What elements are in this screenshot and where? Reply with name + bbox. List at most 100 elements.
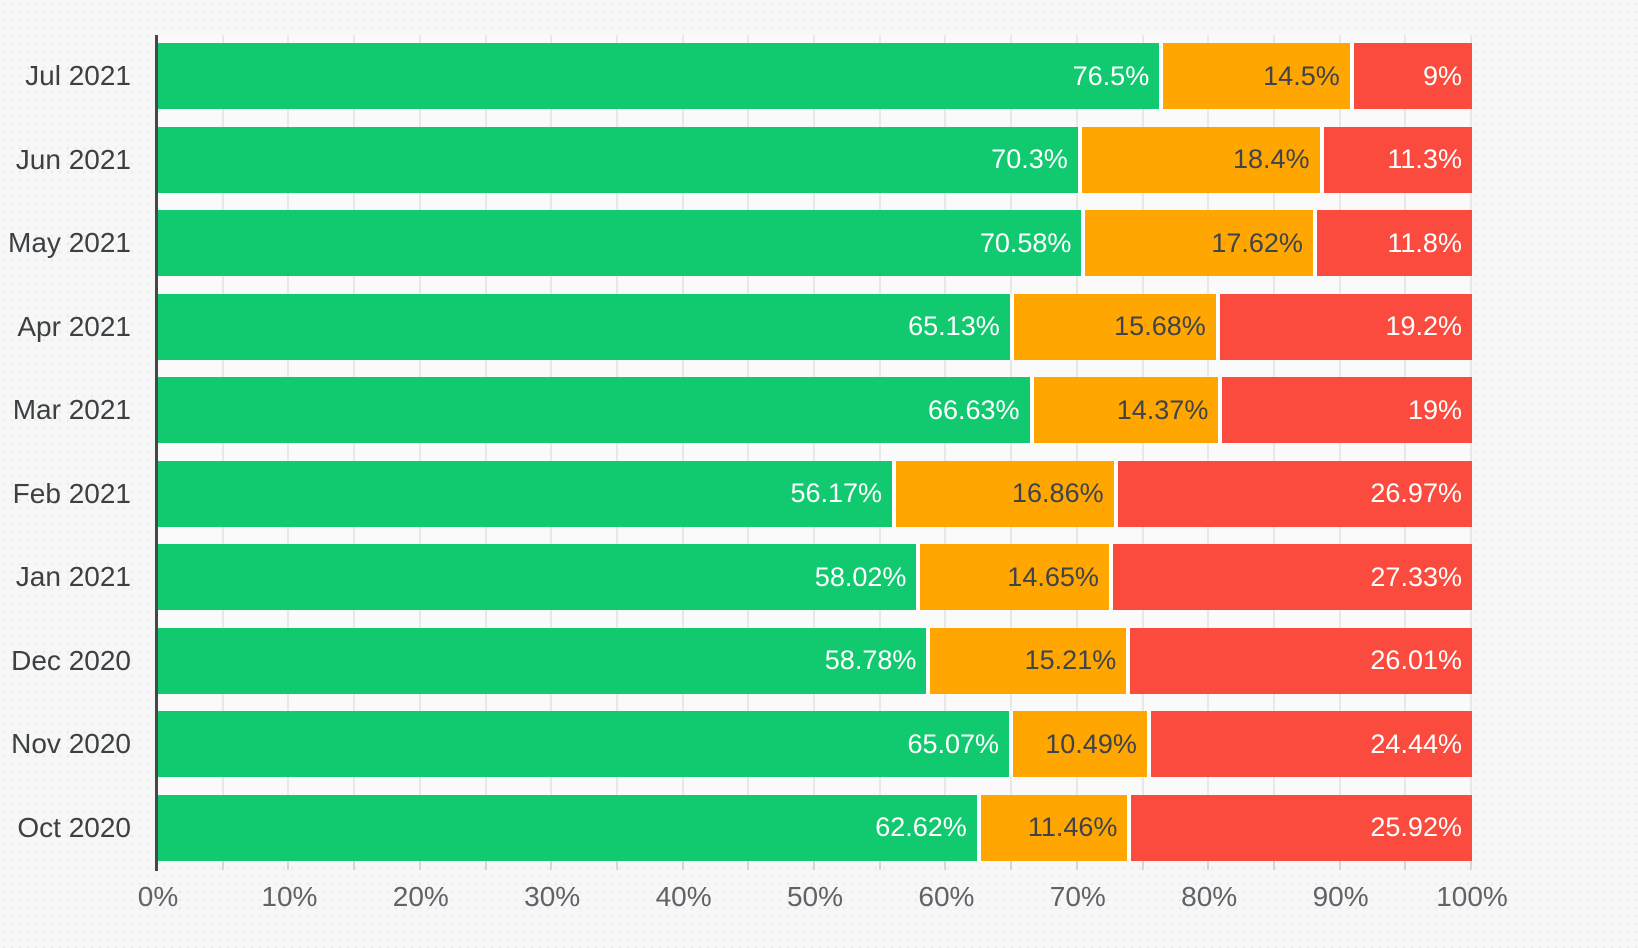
y-axis-label: Mar 2021 — [12, 394, 131, 426]
bar-segment-red[interactable]: 24.44% — [1150, 711, 1472, 778]
bar-segment-label: 11.8% — [1387, 227, 1462, 258]
bar-segment-red[interactable]: 11.8% — [1316, 210, 1472, 277]
bar-segment-green[interactable]: 58.02% — [158, 544, 921, 611]
gridline — [353, 35, 356, 861]
bar-segment-red[interactable]: 9% — [1353, 43, 1472, 109]
bar-segment-red[interactable]: 27.33% — [1112, 544, 1472, 611]
bar-segment-green[interactable]: 70.3% — [158, 126, 1082, 193]
bar-segment-green[interactable]: 76.5% — [158, 43, 1164, 109]
bar-segment-label: 58.78% — [824, 645, 917, 676]
y-axis-label: Feb 2021 — [12, 477, 131, 509]
axis-tick — [353, 861, 356, 870]
gridline — [747, 35, 750, 861]
axis-tick — [221, 861, 224, 870]
bar-segment-red[interactable]: 19.2% — [1219, 293, 1472, 360]
gridline — [878, 35, 881, 861]
bar-segment-label: 14.65% — [1007, 561, 1099, 592]
bar-row: Jun 2021 70.3% 18.4% 11.3% — [0, 126, 1638, 193]
bar-segment-label: 27.33% — [1370, 561, 1462, 592]
axis-tick — [550, 861, 553, 870]
bar-row: Jan 2021 58.02% 14.65% 27.33% — [0, 544, 1638, 611]
axis-tick — [1470, 861, 1472, 870]
bar-segment-label: 25.92% — [1370, 812, 1462, 843]
bar-segment-label: 11.3% — [1387, 144, 1462, 175]
axis-tick — [1272, 861, 1275, 870]
bar-segment-label: 58.02% — [814, 561, 907, 592]
x-axis-label: 0% — [137, 881, 179, 912]
bar-segment-orange[interactable]: 16.86% — [896, 460, 1118, 527]
bar-segment-orange[interactable]: 11.46% — [980, 794, 1132, 861]
gridline — [484, 35, 487, 861]
bar-segment-label: 10.49% — [1045, 728, 1137, 759]
stacked-bar: 58.78% 15.21% 26.01% — [158, 627, 1472, 694]
bar-segment-orange[interactable]: 14.65% — [920, 544, 1113, 611]
bar-segment-label: 16.86% — [1012, 478, 1104, 509]
bar-row: Dec 2020 58.78% 15.21% 26.01% — [0, 627, 1638, 694]
bar-segment-label: 65.07% — [907, 728, 1000, 759]
gridline — [615, 35, 618, 861]
bar-segment-label: 62.62% — [875, 812, 967, 843]
x-axis-label: 100% — [1436, 881, 1508, 912]
bar-segment-green[interactable]: 65.07% — [158, 711, 1014, 778]
bar-row: Nov 2020 65.07% 10.49% 24.44% — [0, 711, 1638, 778]
bar-segment-label: 14.5% — [1263, 60, 1340, 91]
bar-segment-red[interactable]: 19% — [1222, 377, 1472, 444]
x-axis-label: 30% — [524, 881, 581, 912]
bar-row: Mar 2021 66.63% 14.37% 19% — [0, 377, 1638, 444]
stacked-bar: 62.62% 11.46% 25.92% — [158, 794, 1472, 861]
y-axis-label: Apr 2021 — [17, 310, 131, 342]
gridline — [221, 35, 224, 861]
stacked-bar: 70.3% 18.4% 11.3% — [158, 126, 1472, 193]
bar-segment-orange[interactable]: 17.62% — [1085, 210, 1317, 277]
bar-segment-green[interactable]: 65.13% — [158, 293, 1014, 360]
axis-tick — [1010, 861, 1013, 870]
gridline — [550, 35, 553, 861]
bar-segment-red[interactable]: 11.3% — [1323, 126, 1472, 193]
y-axis-line — [155, 35, 158, 871]
y-axis-label: Nov 2020 — [11, 728, 131, 760]
gridline — [1338, 35, 1341, 861]
gridline — [813, 35, 815, 861]
bar-segment-red[interactable]: 25.92% — [1131, 794, 1472, 861]
x-axis-label: 20% — [392, 881, 449, 912]
bar-segment-orange[interactable]: 14.5% — [1163, 43, 1354, 109]
bar-segment-green[interactable]: 62.62% — [158, 794, 981, 861]
bar-segment-red[interactable]: 26.01% — [1130, 627, 1472, 694]
y-axis-label: Jan 2021 — [15, 561, 131, 593]
bar-row: Oct 2020 62.62% 11.46% 25.92% — [0, 794, 1638, 861]
axis-tick — [484, 861, 487, 870]
bar-segment-orange[interactable]: 14.37% — [1033, 377, 1223, 444]
bar-segment-orange[interactable]: 18.4% — [1081, 126, 1324, 193]
bar-segment-label: 70.58% — [979, 227, 1072, 258]
bar-segment-green[interactable]: 70.58% — [158, 210, 1086, 277]
bar-segment-label: 15.21% — [1024, 645, 1117, 676]
gridline — [1075, 35, 1078, 861]
axis-tick — [418, 861, 421, 870]
gridline — [944, 35, 947, 861]
bar-segment-green[interactable]: 56.17% — [158, 460, 897, 527]
axis-tick — [1207, 861, 1210, 870]
bar-segment-orange[interactable]: 15.68% — [1013, 293, 1220, 360]
stacked-bar: 76.5% 14.5% 9% — [158, 43, 1472, 109]
stacked-bar: 56.17% 16.86% 26.97% — [158, 460, 1472, 527]
bar-segment-orange[interactable]: 15.21% — [930, 627, 1131, 694]
gridline — [1404, 35, 1407, 861]
gridline — [1470, 35, 1472, 861]
stacked-bar: 70.58% 17.62% 11.8% — [158, 210, 1472, 277]
bar-segment-red[interactable]: 26.97% — [1117, 460, 1472, 527]
bar-segment-green[interactable]: 66.63% — [158, 377, 1034, 444]
bar-segment-label: 24.44% — [1370, 728, 1462, 759]
bar-row: Feb 2021 56.17% 16.86% 26.97% — [0, 460, 1638, 527]
axis-tick — [681, 861, 684, 870]
x-axis-label: 60% — [918, 881, 975, 912]
axis-tick — [1075, 861, 1078, 870]
y-axis-label: Jun 2021 — [15, 143, 131, 175]
axis-tick — [287, 861, 290, 870]
x-axis-label: 10% — [261, 881, 318, 912]
bar-segment-green[interactable]: 58.78% — [158, 627, 931, 694]
x-axis-label: 50% — [786, 881, 844, 912]
gridline — [287, 35, 290, 861]
bar-segment-orange[interactable]: 10.49% — [1013, 711, 1151, 778]
bar-segment-label: 17.62% — [1211, 227, 1303, 258]
